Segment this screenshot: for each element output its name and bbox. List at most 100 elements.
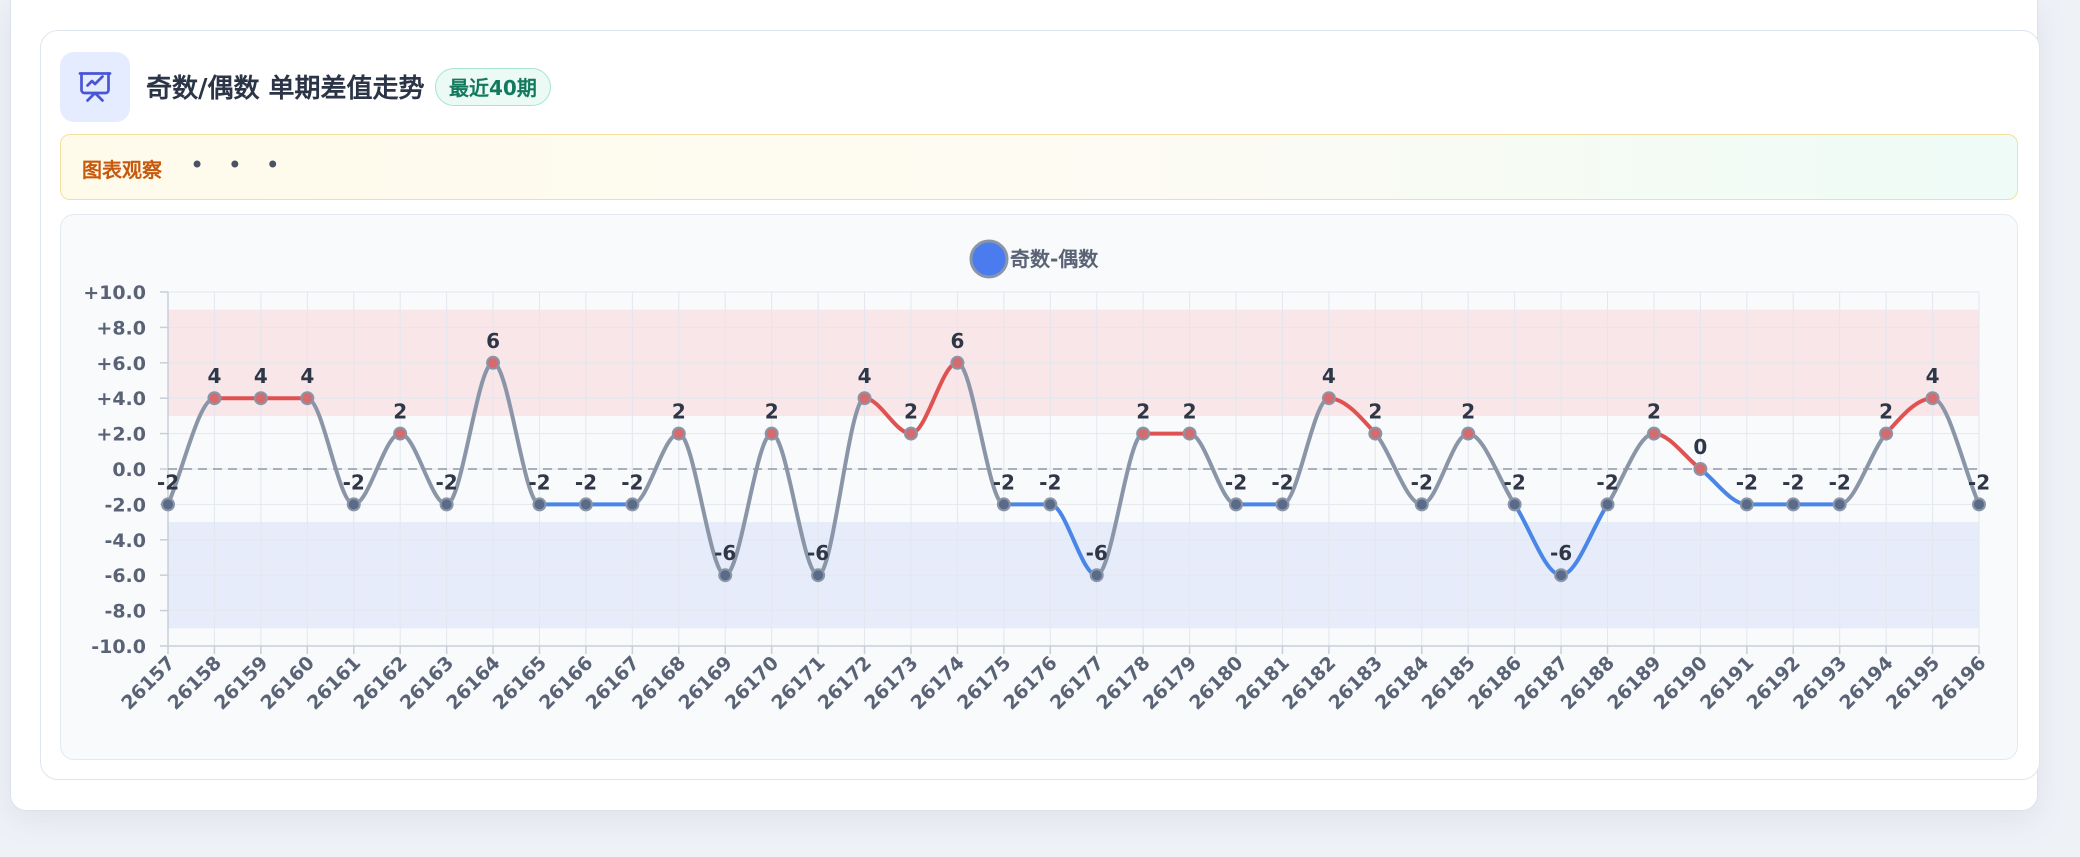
series-line-segment (676, 431, 728, 578)
y-tick-label: 0.0 (112, 459, 146, 481)
data-point (1321, 391, 1336, 406)
data-label: 2 (1368, 400, 1382, 424)
data-point (1600, 497, 1615, 512)
data-point (671, 426, 686, 441)
legend-marker (969, 239, 1009, 279)
presentation-chart-icon (60, 52, 130, 122)
y-tick-label: -6.0 (104, 565, 146, 587)
data-point (1786, 497, 1801, 512)
data-label: 6 (950, 329, 964, 353)
observation-more-dots: • • • (190, 151, 288, 179)
y-tick-label: -4.0 (104, 530, 146, 552)
data-point (1414, 497, 1429, 512)
data-label: -6 (807, 541, 829, 565)
data-label: -2 (1736, 470, 1758, 494)
y-tick-label: +10.0 (83, 282, 146, 304)
data-label: -2 (1411, 470, 1433, 494)
y-tick-label: +8.0 (96, 317, 146, 339)
data-label: 2 (393, 400, 407, 424)
y-tick-label: -8.0 (104, 601, 146, 623)
chart-panel (60, 214, 2018, 760)
data-label: 0 (1693, 435, 1707, 459)
data-point (625, 497, 640, 512)
data-point (1461, 426, 1476, 441)
data-point (1043, 497, 1058, 512)
data-label: 2 (904, 400, 918, 424)
y-tick-label: -2.0 (104, 494, 146, 516)
data-point (1554, 568, 1569, 583)
data-label: -2 (993, 470, 1015, 494)
data-point (764, 426, 779, 441)
data-point (1368, 426, 1383, 441)
data-point (346, 497, 361, 512)
series-line-segment (769, 431, 821, 578)
y-tick-label: +6.0 (96, 353, 146, 375)
data-label: -2 (343, 470, 365, 494)
data-label: -2 (621, 470, 643, 494)
data-label: 4 (300, 364, 314, 388)
data-label: 4 (858, 364, 872, 388)
data-label: 2 (1461, 400, 1475, 424)
data-label: 4 (254, 364, 268, 388)
series-line-segment (723, 431, 774, 578)
data-point (207, 391, 222, 406)
period-badge[interactable]: 最近40期 (435, 68, 551, 106)
data-point (1972, 497, 1986, 512)
data-label: -2 (1596, 470, 1618, 494)
data-label: 2 (672, 400, 686, 424)
data-label: 2 (1647, 400, 1661, 424)
y-tick-label: +4.0 (96, 388, 146, 410)
data-point (1832, 497, 1847, 512)
data-point (903, 426, 918, 441)
data-label: -6 (1086, 541, 1108, 565)
data-point (1229, 497, 1244, 512)
data-label: 6 (486, 329, 500, 353)
data-label: -2 (1225, 470, 1247, 494)
data-point (393, 426, 408, 441)
data-point (950, 355, 965, 370)
data-label: -2 (1968, 470, 1990, 494)
data-label: 2 (1183, 400, 1197, 424)
data-point (1739, 497, 1754, 512)
data-label: 4 (1926, 364, 1940, 388)
data-point (532, 497, 547, 512)
observation-label: 图表观察 (82, 158, 162, 182)
data-point (578, 497, 593, 512)
y-tick-label: +2.0 (96, 424, 146, 446)
data-label: -2 (528, 470, 550, 494)
data-point (439, 497, 454, 512)
data-point (300, 391, 315, 406)
data-point (161, 497, 175, 512)
data-label: 4 (207, 364, 221, 388)
data-point (1089, 568, 1104, 583)
data-label: -2 (1039, 470, 1061, 494)
data-point (1693, 462, 1708, 476)
data-label: -2 (575, 470, 597, 494)
data-label: 2 (765, 400, 779, 424)
data-point (1182, 426, 1197, 441)
series-line-segment (1094, 431, 1146, 578)
data-label: 4 (1322, 364, 1336, 388)
chart-title: 奇数/偶数 单期差值走势 (146, 74, 425, 104)
data-point (811, 568, 826, 583)
data-label: -2 (157, 470, 179, 494)
data-point (1925, 391, 1940, 406)
data-label: -2 (1504, 470, 1526, 494)
data-point (1507, 497, 1522, 512)
data-label: -2 (1829, 470, 1851, 494)
data-point (1879, 426, 1894, 441)
data-label: -2 (436, 470, 458, 494)
data-point (253, 391, 268, 406)
data-label: -6 (1550, 541, 1572, 565)
data-label: -6 (714, 541, 736, 565)
series-line-segment (816, 396, 867, 578)
data-point (1275, 497, 1290, 512)
legend-label: 奇数-偶数 (1010, 247, 1099, 271)
data-label: 2 (1136, 400, 1150, 424)
data-point (718, 568, 733, 583)
observation-bar[interactable] (60, 134, 2018, 200)
data-label: -2 (1271, 470, 1293, 494)
data-label: 2 (1879, 400, 1893, 424)
data-point (857, 391, 872, 406)
